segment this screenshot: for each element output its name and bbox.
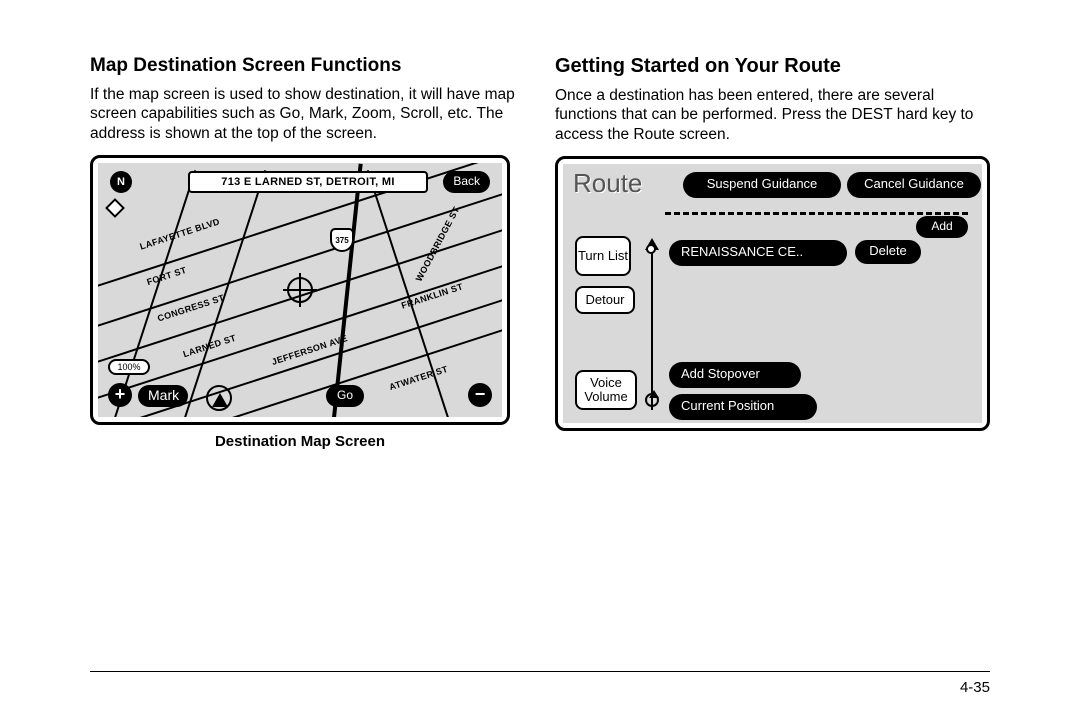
address-bar: 713 E LARNED ST, DETROIT, MI xyxy=(188,171,428,193)
suspend-guidance-button[interactable]: Suspend Guidance xyxy=(683,172,841,198)
right-body: Once a destination has been entered, the… xyxy=(555,86,990,144)
back-button[interactable]: Back xyxy=(443,171,490,193)
route-area: Route Suspend Guidance Cancel Guidance A… xyxy=(563,164,982,423)
cancel-guidance-button[interactable]: Cancel Guidance xyxy=(847,172,981,198)
current-position-button[interactable]: Current Position xyxy=(669,394,817,420)
destination-pill[interactable]: RENAISSANCE CE.. xyxy=(669,240,847,266)
right-heading: Getting Started on Your Route xyxy=(555,55,990,78)
voice-volume-label: Voice Volume xyxy=(577,376,635,405)
street-label: ATWATER ST xyxy=(388,364,449,392)
turn-list-label: Turn List xyxy=(578,249,628,263)
add-stopover-button[interactable]: Add Stopover xyxy=(669,362,801,388)
page-number: 4-35 xyxy=(960,679,990,696)
go-button[interactable]: Go xyxy=(326,385,364,407)
shield-icon xyxy=(105,198,125,218)
zoom-badge: 100% xyxy=(108,359,150,375)
vehicle-icon xyxy=(212,393,228,407)
route-figure: Route Suspend Guidance Cancel Guidance A… xyxy=(555,156,990,431)
mark-button[interactable]: Mark xyxy=(138,385,188,407)
dash-line xyxy=(665,212,968,215)
left-heading: Map Destination Screen Functions xyxy=(90,55,525,77)
footer-rule xyxy=(90,671,990,672)
highway-badge: 375 xyxy=(330,228,354,252)
detour-label: Detour xyxy=(585,293,624,307)
map-caption: Destination Map Screen xyxy=(90,433,510,450)
voice-volume-button[interactable]: Voice Volume xyxy=(575,370,637,410)
zoom-in-button[interactable]: + xyxy=(108,383,132,407)
left-body: If the map screen is used to show destin… xyxy=(90,85,525,143)
dest-dot-icon xyxy=(646,244,656,254)
map-figure: N 713 E LARNED ST, DETROIT, MI Back 375 … xyxy=(90,155,510,425)
map-area: N 713 E LARNED ST, DETROIT, MI Back 375 … xyxy=(98,163,502,417)
compass-icon: N xyxy=(110,171,132,193)
route-arrow-line xyxy=(651,248,653,410)
crosshair-icon xyxy=(287,277,313,303)
zoom-out-button[interactable]: − xyxy=(468,383,492,407)
add-button[interactable]: Add xyxy=(916,216,968,238)
car-icon xyxy=(645,393,659,407)
turn-list-button[interactable]: Turn List xyxy=(575,236,631,276)
street-label: LAFAYETTE BLVD xyxy=(139,216,222,251)
delete-button[interactable]: Delete xyxy=(855,240,921,264)
detour-button[interactable]: Detour xyxy=(575,286,635,314)
route-title: Route xyxy=(573,168,642,199)
